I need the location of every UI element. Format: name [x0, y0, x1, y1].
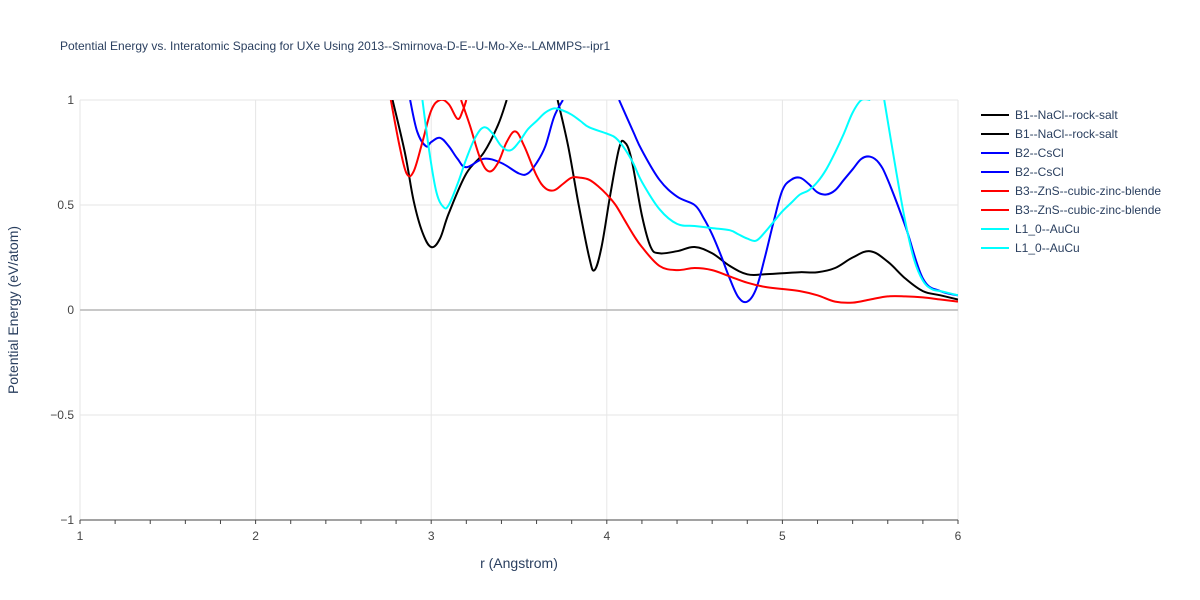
series-line-0	[391, 100, 508, 249]
legend-label: L1_0--AuCu	[1015, 241, 1080, 255]
y-tick-label: −1	[60, 513, 74, 527]
legend-label: B3--ZnS--cubic-zinc-blende	[1015, 203, 1161, 217]
legend-item[interactable]: B1--NaCl--rock-salt	[981, 127, 1118, 141]
x-tick-label: 1	[77, 529, 84, 543]
legend-item[interactable]: B2--CsCl	[981, 146, 1064, 160]
y-tick-label: −0.5	[50, 408, 74, 422]
series-line-3	[618, 100, 958, 304]
x-tick-label: 5	[779, 529, 786, 543]
y-axis-title: Potential Energy (eV/atom)	[5, 226, 21, 394]
legend-item[interactable]: B3--ZnS--cubic-zinc-blende	[981, 203, 1161, 217]
series-line-7	[883, 100, 958, 297]
chart-title: Potential Energy vs. Interatomic Spacing…	[60, 39, 611, 53]
legend-label: B1--NaCl--rock-salt	[1015, 127, 1118, 141]
plot-area	[389, 100, 958, 304]
series-line-2	[409, 100, 564, 176]
y-tick-label: 0.5	[57, 198, 74, 212]
legend-label: B3--ZnS--cubic-zinc-blende	[1015, 184, 1161, 198]
series-line-6	[421, 100, 871, 243]
legend[interactable]: B1--NaCl--rock-salt B1--NaCl--rock-salt B2…	[981, 108, 1161, 255]
y-tick-label: 0	[67, 303, 74, 317]
x-tick-label: 3	[428, 529, 435, 543]
x-tick-label: 6	[955, 529, 962, 543]
legend-label: B2--CsCl	[1015, 165, 1064, 179]
legend-label: L1_0--AuCu	[1015, 222, 1080, 236]
series-line-4	[389, 100, 468, 178]
x-axis-ticks: 1 2 3 4 5 6	[77, 520, 962, 543]
legend-item[interactable]: B3--ZnS--cubic-zinc-blende	[981, 184, 1161, 198]
x-axis-title: r (Angstrom)	[480, 555, 558, 571]
legend-label: B1--NaCl--rock-salt	[1015, 108, 1118, 122]
grid-lines	[79, 99, 959, 521]
series-line-5	[460, 100, 958, 304]
legend-item[interactable]: B2--CsCl	[981, 165, 1064, 179]
y-axis-ticks: −1 −0.5 0 0.5 1	[50, 93, 74, 527]
y-tick-label: 1	[67, 93, 74, 107]
series-line-1	[556, 100, 958, 301]
legend-item[interactable]: L1_0--AuCu	[981, 222, 1080, 236]
x-tick-label: 2	[252, 529, 259, 543]
legend-item[interactable]: B1--NaCl--rock-salt	[981, 108, 1118, 122]
legend-item[interactable]: L1_0--AuCu	[981, 241, 1080, 255]
legend-label: B2--CsCl	[1015, 146, 1064, 160]
x-tick-label: 4	[603, 529, 610, 543]
